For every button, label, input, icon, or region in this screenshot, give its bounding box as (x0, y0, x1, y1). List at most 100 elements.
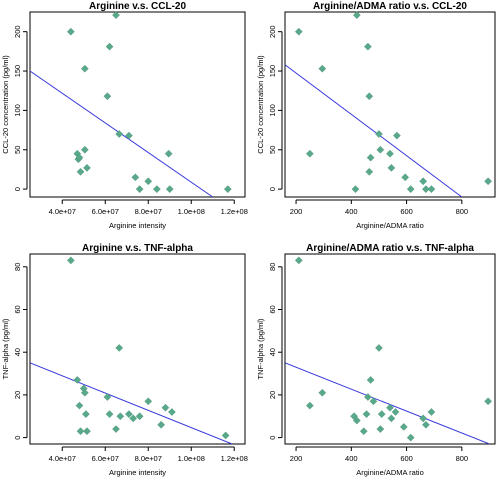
chart-panel-arginine-tnf: Arginine v.s. TNF-alpha 4.0e+07 6.0e+07 8.0… (1, 243, 248, 477)
data-point (144, 397, 153, 406)
y-axis-label: CCL-20 concentration (pg/ml) (256, 55, 265, 154)
y-tick-label: 50 (268, 146, 277, 154)
data-point (66, 27, 75, 36)
data-point (80, 388, 89, 397)
data-point (393, 131, 401, 140)
data-point (366, 153, 375, 162)
data-point (359, 427, 368, 436)
plot-area-frame (29, 253, 246, 445)
data-point (83, 163, 91, 172)
data-point (112, 425, 120, 433)
x-axis-label: Arginine/ADMA ratio (356, 221, 424, 230)
data-point (369, 397, 378, 406)
y-tick-label: 80 (13, 263, 22, 271)
x-tick-label: 4.0e+07 (49, 207, 76, 216)
data-point (152, 185, 161, 194)
data-point (484, 397, 492, 406)
data-point (294, 27, 303, 36)
x-tick-label: 200 (290, 454, 303, 463)
x-tick-label: 6.0e+07 (92, 207, 119, 216)
regression-line (30, 362, 233, 444)
data-point (401, 173, 410, 182)
data-point (352, 11, 361, 20)
data-point (83, 427, 91, 436)
data-point (135, 412, 144, 421)
y-axis-label: TNF-alpha (pg/ml) (1, 318, 10, 379)
x-tick-label: 8.0e+07 (135, 454, 162, 463)
y-tick-label: 100 (268, 104, 277, 117)
y-tick-label: 200 (268, 25, 277, 38)
y-tick-label: 0 (268, 187, 277, 191)
data-point (164, 149, 173, 158)
x-tick-label: 200 (290, 207, 303, 216)
chart-title: Arginine v.s. CCL-20 (89, 1, 186, 12)
data-point (75, 153, 84, 162)
data-point (80, 64, 89, 73)
data-point (161, 403, 170, 412)
y-tick-label: 40 (13, 348, 22, 356)
x-tick-label: 1.2e+08 (221, 454, 248, 463)
data-point (76, 167, 85, 176)
data-point (294, 256, 303, 265)
data-point (125, 410, 133, 418)
data-point (427, 408, 436, 416)
data-point (386, 403, 394, 412)
data-point (422, 420, 430, 429)
data-point (399, 423, 408, 431)
x-tick-label: 600 (400, 207, 413, 216)
data-point (365, 92, 374, 101)
data-point (362, 410, 371, 418)
y-tick-label: 0 (13, 187, 22, 191)
data-point (129, 414, 138, 423)
y-tick-label: 80 (268, 263, 277, 271)
data-point (103, 393, 112, 401)
data-point (366, 376, 375, 384)
data-point (376, 425, 385, 433)
data-point (427, 185, 436, 194)
x-tick-label: 8.0e+07 (135, 207, 162, 216)
data-point (318, 64, 327, 73)
chart-title: Arginine v.s. TNF-alpha (82, 243, 193, 254)
data-point (82, 410, 90, 418)
y-axis-label: CCL-20 concentration (pg/ml) (1, 55, 10, 154)
data-point (103, 92, 112, 101)
data-point (351, 185, 360, 194)
data-point (112, 11, 120, 20)
data-point (168, 408, 176, 416)
data-point (365, 167, 374, 176)
data-point (75, 401, 84, 410)
data-point (223, 185, 232, 194)
y-tick-label: 0 (13, 436, 22, 440)
regression-line (285, 362, 490, 444)
data-point (305, 149, 314, 158)
data-point (305, 401, 314, 410)
y-tick-label: 150 (268, 65, 277, 78)
x-axis-label: Arginine intensity (109, 468, 166, 477)
data-point (115, 344, 124, 352)
x-tick-label: 1.0e+08 (178, 454, 205, 463)
data-point (221, 431, 230, 440)
data-point (406, 185, 415, 194)
chart-panel-arginine-ccl20: Arginine v.s. CCL-20 4.0e+07 6.0e+07 8.0e+0… (1, 1, 248, 230)
x-tick-label: 1.2e+08 (221, 207, 248, 216)
chart-panel-ratio-ccl20: Arginine/ADMA ratio v.s. CCL-20 200 400 600… (256, 1, 496, 230)
data-point (165, 185, 174, 194)
y-tick-label: 150 (13, 65, 22, 78)
y-tick-label: 20 (13, 391, 22, 399)
x-tick-label: 800 (456, 454, 469, 463)
x-tick-label: 1.0e+08 (178, 207, 205, 216)
data-point (80, 145, 89, 154)
y-tick-label: 40 (268, 348, 277, 356)
data-point (377, 410, 386, 418)
data-point (135, 185, 144, 194)
x-axis-label: Arginine intensity (109, 221, 166, 230)
data-point (376, 145, 385, 154)
data-point (318, 388, 327, 397)
data-point (125, 131, 133, 140)
y-tick-label: 0 (268, 436, 277, 440)
data-point (484, 177, 492, 186)
data-point (419, 177, 428, 186)
plot-area-frame (284, 11, 496, 198)
data-point (105, 410, 114, 418)
data-point (105, 42, 114, 51)
